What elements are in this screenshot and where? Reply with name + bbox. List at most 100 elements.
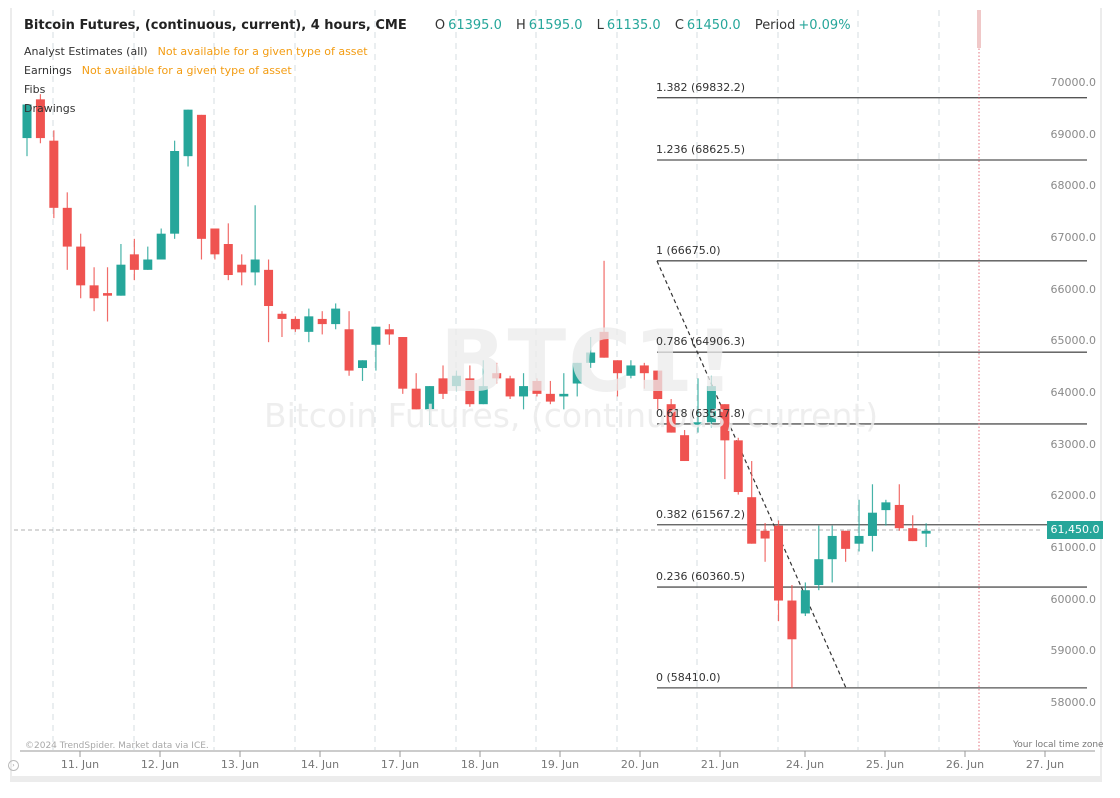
time-axis-label: 13. Jun xyxy=(220,758,260,771)
candle[interactable] xyxy=(358,360,367,381)
candle[interactable] xyxy=(62,192,72,270)
candle[interactable] xyxy=(250,205,260,286)
timezone-note: Your local time zone xyxy=(1013,740,1104,750)
candle[interactable] xyxy=(264,259,274,343)
candle[interactable] xyxy=(35,94,45,144)
candle[interactable] xyxy=(290,316,300,332)
candle[interactable] xyxy=(666,399,676,433)
period-label: Period xyxy=(754,18,796,33)
candle[interactable] xyxy=(760,523,770,562)
candle[interactable] xyxy=(89,267,99,312)
time-axis-label: 20. Jun xyxy=(620,758,660,771)
candle[interactable] xyxy=(747,461,757,544)
time-axis-label: 25. Jun xyxy=(865,758,905,771)
candle[interactable] xyxy=(196,114,206,260)
legend-fibs[interactable]: Fibs xyxy=(24,83,46,96)
candle[interactable] xyxy=(787,585,797,688)
candle[interactable] xyxy=(210,228,220,260)
candle[interactable] xyxy=(76,233,86,299)
candle[interactable] xyxy=(116,244,126,296)
candle[interactable] xyxy=(854,499,864,552)
candle[interactable] xyxy=(894,484,904,531)
watermark-symbol: BTC1! xyxy=(440,312,737,412)
candle[interactable] xyxy=(519,373,529,410)
time-axis-label: 11. Jun xyxy=(60,758,100,771)
candle[interactable] xyxy=(505,375,515,400)
time-axis-label: 18. Jun xyxy=(460,758,500,771)
candle[interactable] xyxy=(156,228,166,260)
candle[interactable] xyxy=(599,260,609,358)
candle[interactable] xyxy=(639,362,649,389)
candle[interactable] xyxy=(572,362,582,397)
candle[interactable] xyxy=(586,337,596,369)
price-axis-label: 64000.0 xyxy=(1050,386,1097,400)
candle[interactable] xyxy=(545,380,555,405)
candle[interactable] xyxy=(384,324,394,345)
candle[interactable] xyxy=(680,430,690,462)
candle[interactable] xyxy=(774,520,784,622)
candle[interactable] xyxy=(183,109,193,167)
candle[interactable] xyxy=(143,246,153,270)
candle[interactable] xyxy=(411,373,421,410)
candle[interactable] xyxy=(532,378,542,397)
candle[interactable] xyxy=(921,523,931,548)
ohlc-close-value: 61450.0 xyxy=(686,18,741,33)
candle[interactable] xyxy=(492,362,502,384)
candle[interactable] xyxy=(425,386,435,425)
candle[interactable] xyxy=(612,360,622,397)
candle[interactable] xyxy=(129,238,139,281)
candle[interactable] xyxy=(706,375,716,428)
candle[interactable] xyxy=(720,404,730,480)
candle[interactable] xyxy=(22,104,32,157)
price-axis-label: 58000.0 xyxy=(1050,696,1097,710)
candle[interactable] xyxy=(814,525,824,591)
scroll-left-icon[interactable]: › xyxy=(8,760,19,771)
candle[interactable] xyxy=(827,525,837,583)
candle[interactable] xyxy=(304,308,314,343)
candle[interactable] xyxy=(49,130,59,219)
candle[interactable] xyxy=(331,303,341,330)
candle[interactable] xyxy=(223,223,233,281)
candle[interactable] xyxy=(170,140,180,239)
candle[interactable] xyxy=(398,337,408,394)
candle[interactable] xyxy=(908,515,918,542)
legend-analyst-label: Analyst Estimates (all) xyxy=(24,45,148,58)
watermark-name: Bitcoin Futures, (continuous, current) xyxy=(264,396,879,435)
candle[interactable] xyxy=(277,311,287,338)
fib-level-label: 0.382 (61567.2) xyxy=(656,507,746,521)
legend-earnings[interactable]: Earnings Not available for a given type o… xyxy=(24,64,292,77)
candle[interactable] xyxy=(881,499,891,526)
candle[interactable] xyxy=(371,326,381,371)
fib-level-label: 0.786 (64906.3) xyxy=(656,335,746,349)
fib-level-label: 1.382 (69832.2) xyxy=(656,80,746,94)
time-axis-label: 14. Jun xyxy=(300,758,340,771)
candle[interactable] xyxy=(733,437,743,495)
candle[interactable] xyxy=(478,360,488,405)
candle[interactable] xyxy=(841,530,851,562)
time-axis-label: 12. Jun xyxy=(140,758,180,771)
legend-drawings[interactable]: Drawings xyxy=(24,102,76,115)
candle[interactable] xyxy=(317,311,327,335)
now-marker-handle[interactable] xyxy=(977,10,981,48)
candle[interactable] xyxy=(653,370,663,410)
candle[interactable] xyxy=(559,373,569,410)
candle[interactable] xyxy=(344,311,354,376)
price-axis-label: 66000.0 xyxy=(1050,282,1097,296)
candle[interactable] xyxy=(693,378,703,433)
candle[interactable] xyxy=(103,267,113,322)
copyright-notice: ©2024 TrendSpider. Market data via ICE. xyxy=(25,741,209,751)
price-axis-label: 65000.0 xyxy=(1050,334,1097,348)
chart-title: Bitcoin Futures, (continuous, current), … xyxy=(24,18,407,33)
fib-level-label: 0.236 (60360.5) xyxy=(656,570,746,584)
legend-earnings-label: Earnings xyxy=(24,64,72,77)
candle[interactable] xyxy=(237,254,247,286)
candle[interactable] xyxy=(465,365,475,407)
candle[interactable] xyxy=(626,360,636,379)
candle[interactable] xyxy=(867,484,877,552)
legend-analyst-estimates[interactable]: Analyst Estimates (all) Not available for… xyxy=(24,45,368,58)
candle[interactable] xyxy=(451,370,461,392)
candle[interactable] xyxy=(800,582,810,617)
candle[interactable] xyxy=(438,365,448,400)
legend-earnings-status: Not available for a given type of asset xyxy=(81,64,292,77)
